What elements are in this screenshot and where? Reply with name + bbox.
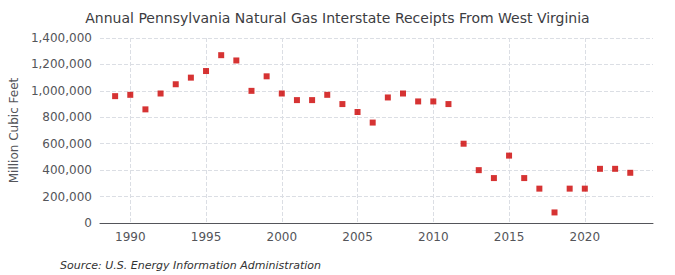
svg-text:1,000,000: 1,000,000 — [31, 84, 92, 98]
svg-text:800,000: 800,000 — [42, 110, 92, 124]
svg-text:Source: U.S. Energy Informatio: Source: U.S. Energy Information Administ… — [60, 259, 321, 272]
svg-text:400,000: 400,000 — [42, 163, 92, 177]
svg-text:600,000: 600,000 — [42, 137, 92, 151]
svg-text:2015: 2015 — [494, 230, 525, 244]
svg-text:1995: 1995 — [191, 230, 222, 244]
svg-text:2010: 2010 — [418, 230, 449, 244]
svg-text:2020: 2020 — [570, 230, 601, 244]
svg-text:Million Cubic Feet: Million Cubic Feet — [7, 77, 21, 183]
svg-text:0: 0 — [84, 216, 92, 230]
svg-text:1990: 1990 — [115, 230, 146, 244]
svg-text:Annual Pennsylvania Natural Ga: Annual Pennsylvania Natural Gas Intersta… — [85, 10, 589, 26]
svg-text:1,200,000: 1,200,000 — [31, 57, 92, 71]
svg-text:200,000: 200,000 — [42, 190, 92, 204]
svg-text:1,400,000: 1,400,000 — [31, 31, 92, 45]
svg-text:2005: 2005 — [342, 230, 373, 244]
svg-text:2000: 2000 — [267, 230, 298, 244]
